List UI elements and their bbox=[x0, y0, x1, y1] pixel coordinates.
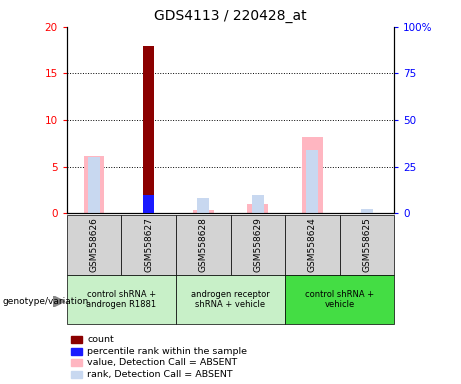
Bar bbox=[230, 215, 285, 275]
Bar bbox=[67, 215, 121, 275]
Bar bbox=[88, 157, 100, 213]
Text: percentile rank within the sample: percentile rank within the sample bbox=[87, 347, 247, 356]
Bar bbox=[302, 137, 323, 213]
Bar bbox=[252, 195, 264, 213]
Bar bbox=[285, 275, 394, 324]
Text: androgen receptor
shRNA + vehicle: androgen receptor shRNA + vehicle bbox=[191, 290, 270, 309]
Text: GSM558626: GSM558626 bbox=[89, 217, 99, 272]
Text: genotype/variation: genotype/variation bbox=[2, 297, 89, 306]
Bar bbox=[248, 204, 268, 213]
Text: GSM558629: GSM558629 bbox=[253, 217, 262, 272]
Bar bbox=[340, 215, 394, 275]
Bar bbox=[361, 209, 373, 213]
Bar bbox=[67, 275, 176, 324]
Text: GSM558624: GSM558624 bbox=[308, 217, 317, 272]
Text: rank, Detection Call = ABSENT: rank, Detection Call = ABSENT bbox=[87, 370, 233, 379]
Polygon shape bbox=[53, 296, 65, 307]
Text: count: count bbox=[87, 335, 114, 344]
Title: GDS4113 / 220428_at: GDS4113 / 220428_at bbox=[154, 9, 307, 23]
Text: control shRNA +
vehicle: control shRNA + vehicle bbox=[305, 290, 374, 309]
Text: value, Detection Call = ABSENT: value, Detection Call = ABSENT bbox=[87, 358, 237, 367]
Bar bbox=[285, 215, 340, 275]
Bar bbox=[306, 150, 319, 213]
Bar bbox=[176, 275, 285, 324]
Text: control shRNA +
androgen R1881: control shRNA + androgen R1881 bbox=[86, 290, 156, 309]
Bar bbox=[121, 215, 176, 275]
Bar bbox=[197, 198, 209, 213]
Bar bbox=[176, 215, 230, 275]
Bar bbox=[84, 156, 105, 213]
Bar bbox=[143, 195, 154, 213]
Text: GSM558627: GSM558627 bbox=[144, 217, 153, 272]
Text: GSM558628: GSM558628 bbox=[199, 217, 208, 272]
Bar bbox=[193, 210, 213, 213]
Bar bbox=[143, 46, 154, 213]
Text: GSM558625: GSM558625 bbox=[362, 217, 372, 272]
